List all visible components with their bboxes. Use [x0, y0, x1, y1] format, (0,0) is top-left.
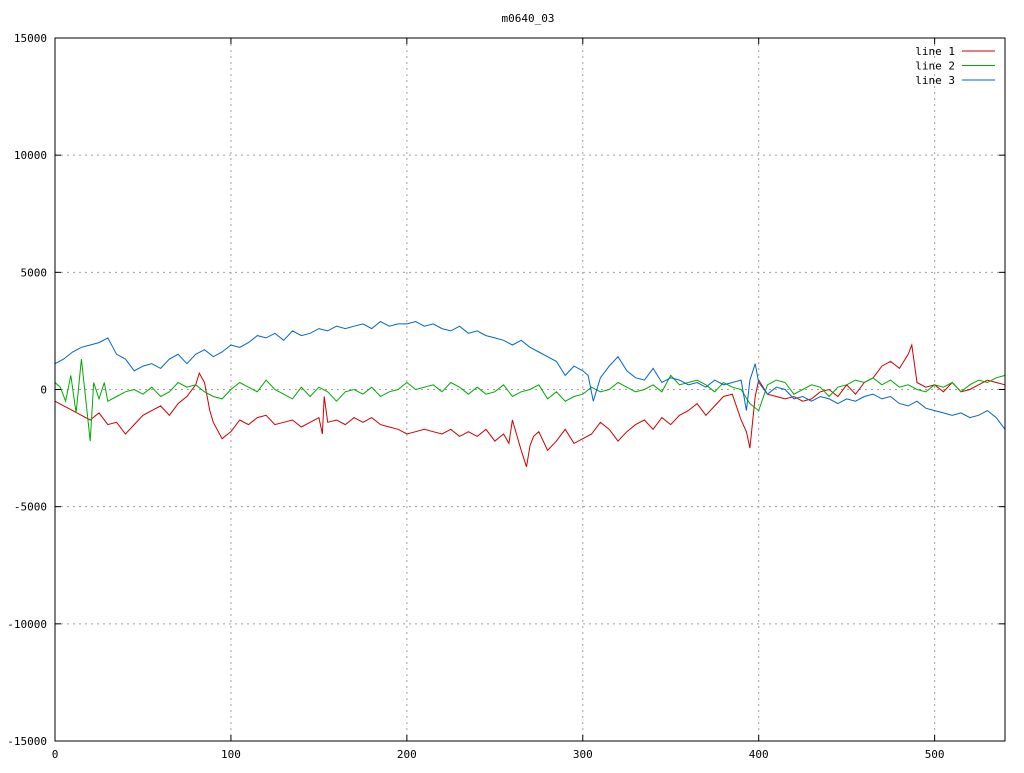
y-tick-label: -5000 — [14, 501, 47, 514]
chart-title: m0640_03 — [502, 12, 555, 25]
y-tick-label: -15000 — [7, 735, 47, 748]
axis-ticks: 0 100 200 300 400 500 -15000 -10000 -5000 0 5000 10… — [7, 32, 1005, 761]
y-tick-label: 10000 — [14, 149, 47, 162]
x-tick-label: 400 — [749, 748, 769, 761]
y-tick-label: 5000 — [21, 266, 48, 279]
y-tick-label: -10000 — [7, 618, 47, 631]
x-tick-label: 300 — [573, 748, 593, 761]
series-line-1 — [54, 343, 1006, 467]
series-line-2 — [54, 358, 1006, 442]
y-tick-label: 15000 — [14, 32, 47, 45]
x-tick-label: 100 — [221, 748, 241, 761]
y-tick-label: 0 — [40, 384, 47, 397]
legend-label-1: line 1 — [915, 45, 955, 58]
legend-label-3: line 3 — [915, 74, 955, 87]
x-tick-label: 500 — [925, 748, 945, 761]
series-line-3 — [54, 320, 1006, 430]
x-tick-label: 200 — [397, 748, 417, 761]
legend-label-2: line 2 — [915, 60, 955, 73]
x-tick-label: 0 — [52, 748, 59, 761]
series-layer — [54, 320, 1006, 467]
